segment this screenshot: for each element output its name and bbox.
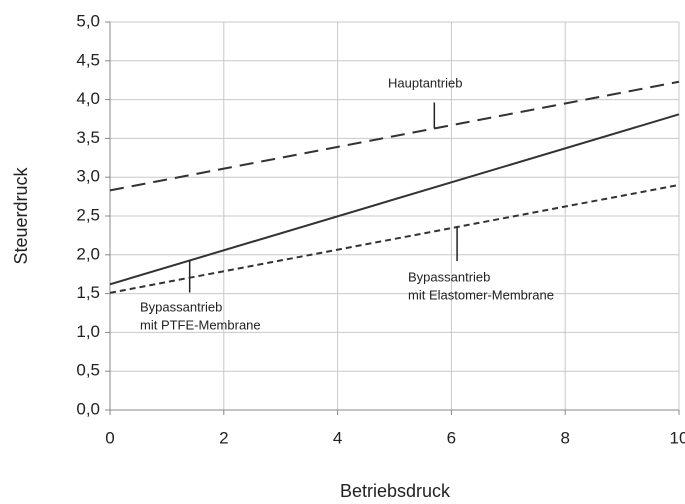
y-tick-label: 4,0 (76, 89, 100, 108)
x-axis-title: Betriebsdruck (340, 481, 451, 501)
x-tick-label: 8 (560, 428, 569, 447)
y-tick-label: 1,5 (76, 283, 100, 302)
y-tick-label: 3,0 (76, 167, 100, 186)
annotation: Bypassantrieb (140, 299, 222, 314)
line (109, 183, 680, 294)
y-tick-label: 0,5 (76, 361, 100, 380)
x-tick-label: 0 (105, 428, 114, 447)
x-tick-label: 2 (219, 428, 228, 447)
line (109, 113, 680, 286)
y-tick-label: 5,0 (76, 11, 100, 30)
y-tick-label: 4,5 (76, 50, 100, 69)
line (109, 80, 680, 192)
annotation: mit PTFE-Membrane (140, 317, 261, 332)
y-tick-label: 2,0 (76, 244, 100, 263)
y-tick-label: 2,5 (76, 205, 100, 224)
y-tick-label: 1,0 (76, 322, 100, 341)
annotation: mit Elastomer-Membrane (408, 287, 554, 302)
annotation: Hauptantrieb (388, 75, 462, 90)
annotation: Bypassantrieb (408, 269, 490, 284)
y-tick-label: 3,5 (76, 128, 100, 147)
x-tick-label: 4 (333, 428, 342, 447)
y-tick-label: 0,0 (76, 399, 100, 418)
x-tick-label: 10 (670, 428, 685, 447)
y-axis-title: Steuerdruck (11, 166, 31, 264)
x-tick-label: 6 (447, 428, 456, 447)
